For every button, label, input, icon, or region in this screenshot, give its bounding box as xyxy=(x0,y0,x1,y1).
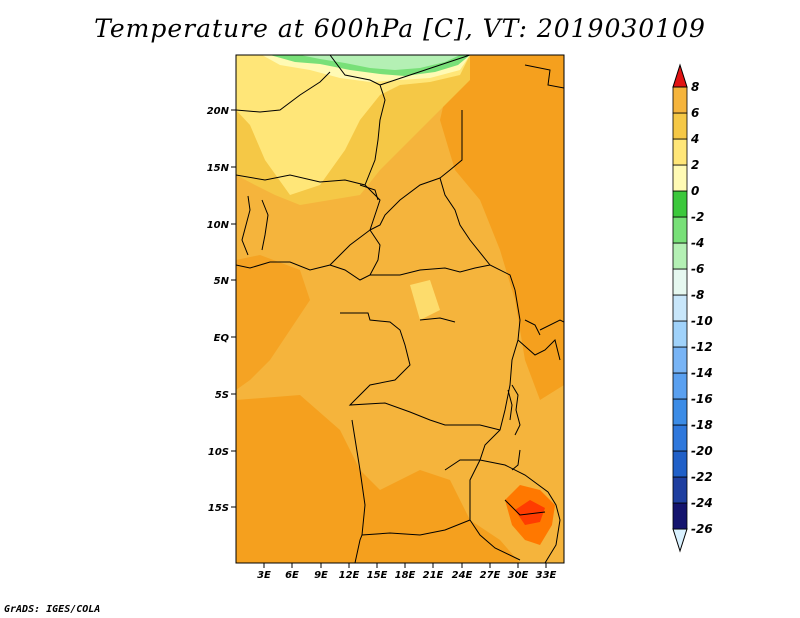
colorbar-label: -20 xyxy=(691,444,713,458)
colorbar-max-arrow xyxy=(672,63,688,88)
lon-label: 12E xyxy=(339,570,360,581)
colorbar-segment xyxy=(672,424,688,452)
colorbar-label: -26 xyxy=(691,522,713,536)
colorbar-segment xyxy=(672,268,688,296)
lat-label: 5N xyxy=(214,276,230,287)
colorbar-segment xyxy=(672,294,688,322)
colorbar-label: -12 xyxy=(691,340,713,354)
country-borders xyxy=(236,55,564,563)
lat-label: EQ xyxy=(214,333,230,344)
colorbar-label: 0 xyxy=(691,184,699,198)
lon-label: 27E xyxy=(480,570,501,581)
colorbar-label: 4 xyxy=(690,132,699,146)
colorbar-segment xyxy=(672,398,688,426)
temperature-field xyxy=(236,55,564,563)
colorbar-segment xyxy=(672,86,688,114)
colorbar-segment xyxy=(672,372,688,400)
lat-label: 10S xyxy=(208,447,229,458)
lon-label: 15E xyxy=(367,570,388,581)
colorbar-label: 2 xyxy=(691,158,699,172)
lon-label: 24E xyxy=(452,570,473,581)
colorbar-segment xyxy=(672,320,688,348)
lon-label: 18E xyxy=(395,570,416,581)
colorbar-label: -14 xyxy=(691,366,713,380)
colorbar-label: -18 xyxy=(691,418,713,432)
lat-label: 15N xyxy=(207,163,230,174)
lat-ticks xyxy=(231,109,236,508)
colorbar-label: -10 xyxy=(691,314,713,328)
lat-label: 10N xyxy=(207,220,230,231)
field-east-4to6 xyxy=(440,55,564,400)
colorbar-label: -22 xyxy=(691,470,713,484)
lon-ticks xyxy=(263,563,547,568)
colorbar-label: -8 xyxy=(691,288,704,302)
colorbar-segment xyxy=(672,476,688,504)
lat-label: 15S xyxy=(208,503,229,514)
colorbar-label: 8 xyxy=(691,80,699,94)
field-north-neg2to0 xyxy=(236,55,470,195)
lon-label: 6E xyxy=(285,570,299,581)
colorbar-min-arrow xyxy=(672,528,688,553)
credit-label: GrADS: IGES/COLA xyxy=(4,604,101,615)
field-southeast-peak xyxy=(515,500,545,525)
map-title: Temperature at 600hPa [C], VT: 201903010… xyxy=(94,14,706,43)
field-central-strip xyxy=(410,280,440,320)
lat-label: 5S xyxy=(215,390,229,401)
colorbar-segment xyxy=(672,216,688,244)
lon-label: 33E xyxy=(536,570,557,581)
colorbar-segment xyxy=(672,450,688,478)
colorbar-label: -24 xyxy=(691,496,713,510)
colorbar-segment xyxy=(672,138,688,166)
field-west-coast-4to6 xyxy=(236,255,310,390)
colorbar-label: -16 xyxy=(691,392,713,406)
colorbar-segment xyxy=(672,164,688,192)
colorbar-label: -4 xyxy=(691,236,704,250)
field-north-neg8to6 xyxy=(300,55,460,70)
colorbar-segment xyxy=(672,502,688,530)
colorbar-segment xyxy=(672,112,688,140)
map-frame xyxy=(235,54,565,564)
lakes xyxy=(419,317,541,471)
lon-label: 3E xyxy=(257,570,271,581)
colorbar-label: -2 xyxy=(691,210,704,224)
colorbar-segment xyxy=(672,242,688,270)
colorbar-segment xyxy=(672,346,688,374)
lat-label: 20N xyxy=(207,106,230,117)
lon-label: 9E xyxy=(314,570,328,581)
lon-label: 21E xyxy=(423,570,444,581)
colorbar: 8 6 4 2 0 -2 -4 -6 -8 -10 -12 -14 -16 -18 -20 -22 -24 -26 xyxy=(672,63,713,553)
field-southwest-4to6 xyxy=(236,395,520,563)
lon-label: 30E xyxy=(508,570,529,581)
colorbar-label: 6 xyxy=(691,106,699,120)
colorbar-label: -6 xyxy=(691,262,704,276)
colorbar-segment xyxy=(672,190,688,218)
